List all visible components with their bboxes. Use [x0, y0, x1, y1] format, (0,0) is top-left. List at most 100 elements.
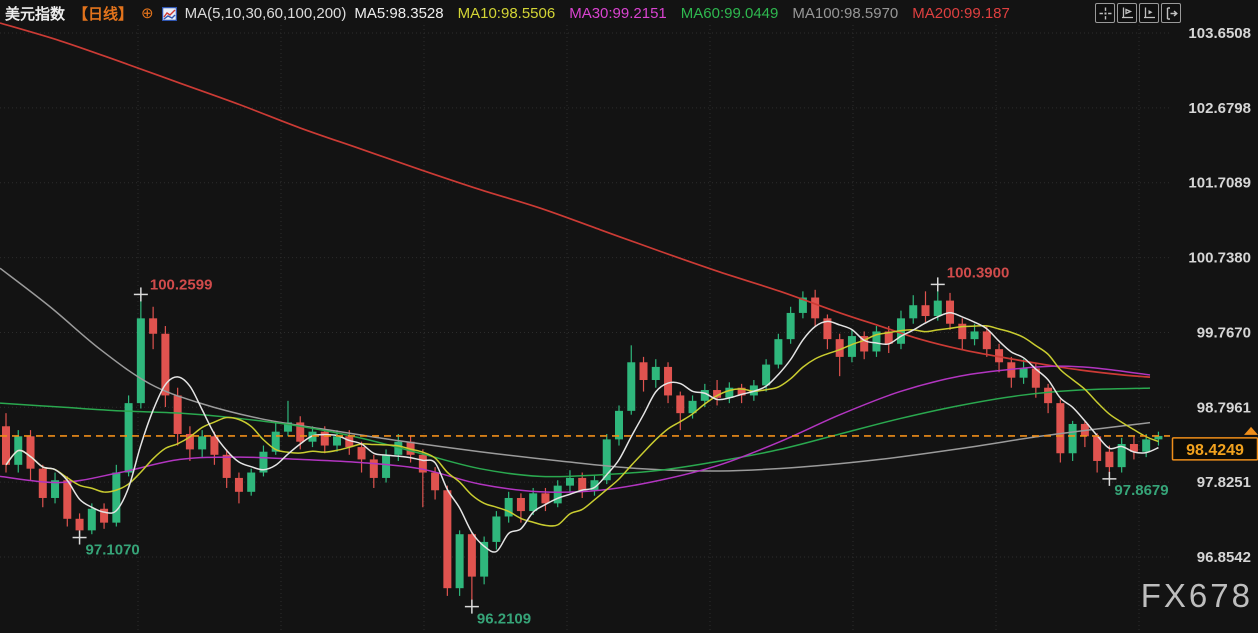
ma-settings-label[interactable]: MA(5,10,30,60,100,200)	[184, 5, 347, 22]
candle[interactable]	[602, 433, 611, 485]
candle[interactable]	[63, 476, 72, 527]
candle[interactable]	[357, 441, 366, 473]
candle[interactable]	[1019, 359, 1028, 384]
candle[interactable]	[504, 491, 513, 523]
candle[interactable]	[51, 472, 60, 504]
candle[interactable]	[872, 326, 881, 357]
candle[interactable]	[418, 449, 427, 508]
candle[interactable]	[2, 413, 10, 473]
svg-text:98.4249: 98.4249	[1186, 442, 1244, 459]
candle[interactable]	[774, 333, 783, 369]
add-indicator-icon[interactable]: ⊕	[141, 5, 154, 22]
price-arrow-icon	[1244, 426, 1258, 435]
axis-label: 96.8542	[1197, 549, 1251, 566]
candle[interactable]	[26, 430, 35, 481]
candle[interactable]	[615, 405, 623, 446]
candle[interactable]	[627, 345, 636, 415]
candle[interactable]	[1154, 431, 1163, 446]
swing-markers: 97.1070 100.2599 96.2109 100.3900 97.8679	[72, 264, 1169, 628]
candle[interactable]	[529, 487, 538, 515]
candle[interactable]	[565, 470, 574, 492]
candle[interactable]	[222, 449, 231, 488]
candle[interactable]	[234, 472, 243, 504]
candle[interactable]	[823, 314, 832, 350]
candle[interactable]	[921, 291, 930, 323]
candle[interactable]	[333, 430, 342, 452]
candle[interactable]	[811, 289, 820, 327]
candle[interactable]	[725, 382, 734, 404]
candle[interactable]	[136, 294, 145, 409]
axis-label: 97.8251	[1197, 474, 1251, 491]
candle[interactable]	[860, 331, 869, 360]
candle[interactable]	[455, 530, 464, 596]
candle[interactable]	[198, 430, 207, 458]
candle[interactable]	[909, 295, 918, 324]
ma100-value: MA100:98.5970	[792, 5, 899, 22]
ma-values: MA5:98.3528 MA10:98.5506 MA30:99.2151 MA…	[354, 5, 1009, 22]
candle[interactable]	[884, 326, 893, 354]
axis-flag-button[interactable]	[1117, 3, 1137, 23]
candle[interactable]	[149, 306, 158, 350]
candle[interactable]	[651, 359, 660, 388]
goto-latest-button[interactable]	[1161, 3, 1181, 23]
candle[interactable]	[982, 326, 991, 357]
candle[interactable]	[676, 391, 685, 431]
candle[interactable]	[492, 511, 501, 550]
candle[interactable]	[737, 383, 746, 404]
candle[interactable]	[553, 480, 562, 508]
swing-label: 97.8679	[1114, 482, 1168, 499]
symbol-title: 美元指数	[5, 6, 66, 23]
candle[interactable]	[467, 531, 476, 607]
crosshair-button[interactable]	[1095, 3, 1115, 23]
candle[interactable]	[798, 291, 807, 319]
timeframe-label[interactable]: 【日线】	[73, 6, 134, 23]
chart-style-icon[interactable]	[161, 6, 177, 21]
candle[interactable]	[1068, 420, 1077, 461]
candle[interactable]	[87, 503, 96, 535]
candle[interactable]	[713, 380, 722, 406]
candle[interactable]	[161, 326, 170, 407]
candle[interactable]	[1056, 399, 1065, 463]
candle[interactable]	[1044, 383, 1053, 414]
candle[interactable]	[369, 454, 378, 488]
candle[interactable]	[1117, 437, 1126, 473]
candle[interactable]	[345, 430, 354, 455]
candle[interactable]	[100, 503, 109, 529]
price-axis[interactable]: 103.6508 102.6798 101.7089 100.7380 99.7670 9…	[1188, 25, 1251, 566]
candle[interactable]	[259, 445, 268, 477]
swing-label: 100.3900	[947, 264, 1010, 281]
candle[interactable]	[749, 380, 758, 401]
candle[interactable]	[639, 356, 648, 392]
candle[interactable]	[578, 472, 587, 498]
candle[interactable]	[590, 474, 599, 496]
ma100-line	[0, 267, 1151, 472]
candles-layer[interactable]	[2, 284, 1163, 607]
candle[interactable]	[112, 464, 121, 527]
candle[interactable]	[995, 343, 1004, 373]
candle[interactable]	[124, 395, 133, 477]
candle[interactable]	[1093, 433, 1102, 473]
candle[interactable]	[1129, 436, 1138, 460]
candle[interactable]	[185, 426, 194, 461]
candle[interactable]	[958, 318, 967, 350]
candle[interactable]	[970, 323, 979, 346]
candle[interactable]	[173, 387, 182, 446]
candle[interactable]	[38, 464, 47, 508]
swing-label: 96.2109	[477, 611, 531, 628]
candle[interactable]	[835, 333, 844, 377]
candle[interactable]	[480, 536, 489, 585]
ma30-value: MA30:99.2151	[569, 5, 667, 22]
candle[interactable]	[210, 431, 219, 465]
axis-play-button[interactable]	[1139, 3, 1159, 23]
indicator-header: 美元指数 【日线】 ⊕ MA(5,10,30,60,100,200) MA5:9…	[5, 3, 1010, 24]
candle[interactable]	[247, 468, 256, 496]
candle[interactable]	[283, 400, 292, 437]
axis-label: 103.6508	[1188, 25, 1251, 42]
candle[interactable]	[786, 306, 795, 344]
ma60-line	[0, 387, 1151, 478]
candle[interactable]	[847, 329, 856, 363]
ma10-value: MA10:98.5506	[457, 5, 556, 22]
candle[interactable]	[443, 485, 452, 596]
